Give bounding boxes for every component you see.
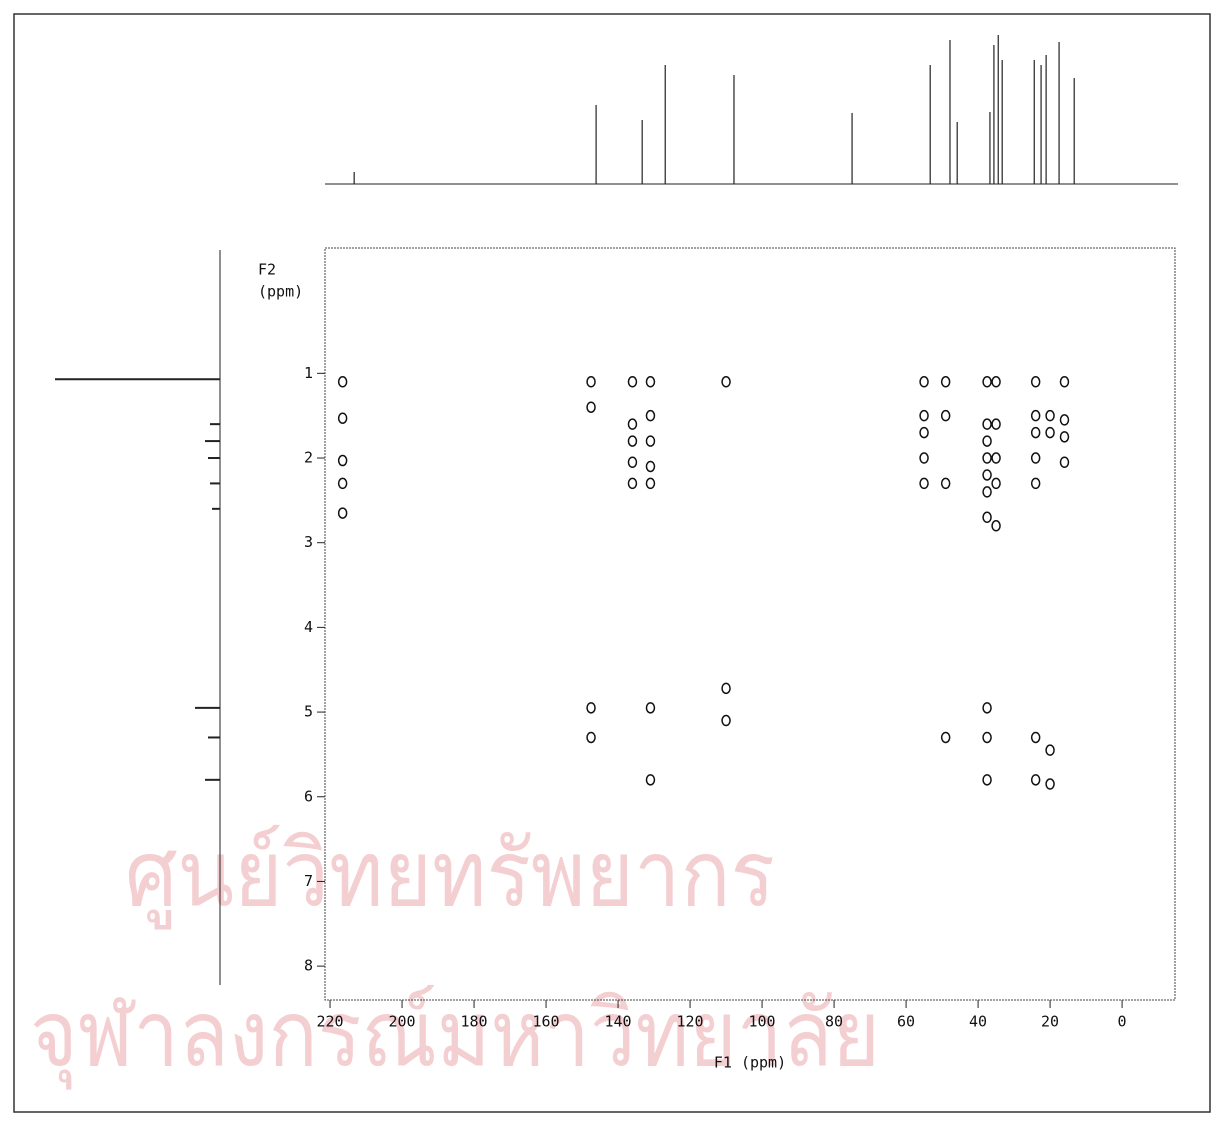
cross-peak (627, 376, 638, 388)
cross-peak (919, 477, 929, 490)
x-tick-label: 220 (316, 1013, 343, 1031)
x-tick-label: 180 (461, 1013, 488, 1031)
cross-peak (991, 520, 1001, 532)
cross-peak (1030, 409, 1041, 422)
y-tick-label: 8 (304, 957, 313, 975)
cross-peak (645, 460, 656, 473)
y-tick-label: 2 (304, 449, 313, 467)
cross-peak (586, 702, 596, 714)
cross-peak (1059, 431, 1070, 443)
x-tick-label: 0 (1118, 1013, 1127, 1031)
cross-peak (940, 409, 951, 422)
cross-peak (940, 731, 951, 744)
x-tick-label: 200 (388, 1013, 415, 1031)
frame (13, 13, 1211, 1113)
cross-peak (919, 452, 929, 464)
cross-peak (982, 731, 992, 744)
x-axis-label: F1 (ppm) (714, 1054, 786, 1072)
cross-peak (919, 426, 929, 439)
cross-peak (991, 418, 1001, 430)
y-tick-label: 3 (304, 533, 313, 551)
y-axis-label: F2 (258, 261, 276, 279)
cross-peak (1030, 477, 1041, 490)
cross-peak (982, 486, 992, 498)
x-tick-label: 20 (1041, 1013, 1059, 1031)
cross-peak (1030, 731, 1041, 744)
y-tick-label: 6 (304, 787, 313, 805)
cross-peak (337, 477, 348, 490)
cross-peak (645, 774, 656, 786)
cross-peak (645, 702, 656, 714)
watermark: ศูนย์วิทยทรัพยากร (125, 820, 775, 929)
cross-peak (645, 435, 656, 447)
cross-peak (982, 435, 992, 447)
cross-peak (721, 376, 731, 388)
cross-peak (627, 435, 638, 447)
cross-peak (1030, 452, 1041, 464)
cross-peak (337, 412, 348, 424)
cross-peak (586, 401, 596, 413)
cross-peak (645, 409, 656, 422)
x-tick-label: 80 (825, 1013, 843, 1031)
cross-peak (1045, 778, 1055, 790)
cross-peak (586, 731, 596, 744)
cross-peak (645, 477, 656, 490)
cross-peak (1045, 426, 1055, 439)
y-tick-label: 4 (304, 618, 313, 636)
cross-peak (586, 376, 596, 388)
cross-peak (627, 456, 638, 469)
cross-peak (991, 477, 1001, 490)
cross-peak (991, 452, 1001, 464)
cross-peak (1045, 744, 1055, 756)
cross-peak (982, 469, 992, 481)
cross-peak (1059, 414, 1070, 426)
cross-peak (337, 376, 348, 388)
cross-peak (940, 376, 951, 388)
cross-peak (1030, 426, 1041, 439)
cross-peak (982, 702, 992, 714)
x-tick-label: 120 (677, 1013, 704, 1031)
x-tick-label: 140 (605, 1013, 632, 1031)
x-tick-label: 40 (969, 1013, 987, 1031)
plot-area (324, 247, 1176, 1001)
cross-peak (940, 477, 951, 490)
x-tick-label: 100 (749, 1013, 776, 1031)
cross-peak (1059, 376, 1070, 388)
y-tick-label: 7 (304, 872, 313, 890)
cross-peak (1059, 456, 1070, 469)
y-tick-label: 1 (304, 364, 313, 382)
cross-peak (721, 682, 731, 695)
cross-peak (982, 452, 992, 464)
cross-peak (919, 409, 929, 422)
y-axis-label: (ppm) (258, 283, 303, 301)
x-tick-label: 160 (533, 1013, 560, 1031)
watermark: จุฬาลงกรณ์มหาวิทยาลัย (30, 980, 880, 1090)
cross-peak (919, 376, 929, 388)
cross-peak (627, 418, 638, 430)
cross-peak (645, 376, 656, 388)
cross-peak (627, 477, 638, 490)
cross-peak (991, 376, 1001, 388)
cross-peak (337, 454, 348, 467)
cross-peak (1030, 774, 1041, 786)
cross-peak (721, 714, 731, 727)
cross-peak (1045, 409, 1055, 422)
cross-peak (337, 507, 348, 519)
cross-peak (982, 774, 992, 786)
cross-peak (982, 511, 992, 524)
cross-peak (982, 418, 992, 430)
cross-peak (1030, 376, 1041, 388)
cross-peak (982, 376, 992, 388)
y-tick-label: 5 (304, 703, 313, 721)
x-tick-label: 60 (897, 1013, 915, 1031)
